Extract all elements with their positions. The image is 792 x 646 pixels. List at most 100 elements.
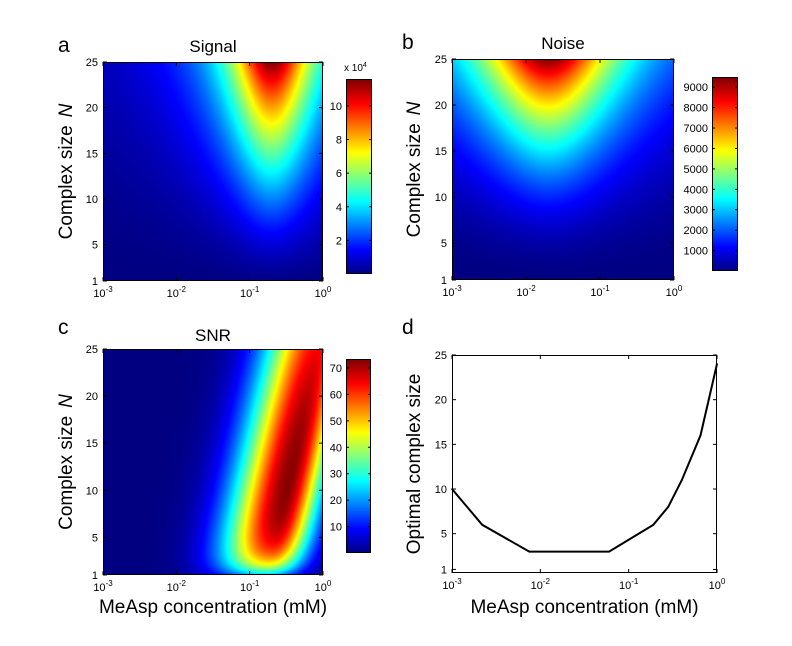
panel-title: SNR [195,326,231,345]
y-tick-label: 25 [86,344,98,356]
colorbar-tick-label: 7000 [684,123,708,135]
y-tick-label: 10 [435,484,447,496]
x-axis-label: MeAsp concentration (mM) [470,597,698,618]
y-tick-label: 5 [92,532,98,544]
tick-base: 10 [442,580,454,592]
y-tick-label: 10 [435,192,447,204]
y-tick-label: 25 [86,57,98,69]
y-tick-label: 10 [86,194,98,206]
tick-base: 10 [516,287,528,299]
tick-exponent: -3 [455,577,463,586]
y-tick-label: 15 [435,146,447,158]
colorbar-frame [346,359,371,553]
tick-exponent: 0 [327,579,332,588]
colorbar-tick-label: 70 [330,363,342,375]
colorbar-tick-label: 30 [330,469,342,481]
colorbar [712,77,738,271]
colorbar-tick-label: 10 [330,522,342,534]
y-tick-label: 20 [86,391,98,403]
tick-exponent: -2 [179,285,187,294]
colorbar-tick-label: 8000 [684,103,708,115]
tick-base: 10 [619,580,631,592]
y-axis-variable: N [56,103,77,117]
data-point [652,523,655,526]
axes-frame [103,349,323,575]
data-point [608,550,610,553]
tick-label: 10-3 [93,285,113,300]
y-axis-variable: N [404,101,425,115]
y-axis-label: Optimal complex size [404,374,425,555]
tick-label: 10-1 [240,579,260,594]
tick-exponent: -1 [252,579,260,588]
y-tick-label: 15 [435,439,447,451]
tick-exponent: -2 [543,577,551,586]
tick-label: 10-1 [590,284,610,299]
colorbar-tick-label: 20 [330,495,342,507]
tick-label: 10-2 [516,284,536,299]
tick-label: 10-2 [531,577,551,592]
colorbar-tick-label: 10 [330,101,342,113]
tick-base: 10 [315,288,327,300]
colorbar-frame [346,79,372,274]
y-tick-label: 10 [86,485,98,497]
tick-label: 10-3 [442,577,462,592]
colorbar-tick-label: 6000 [684,143,708,155]
tick-exponent: -2 [179,579,187,588]
panel-letter: c [58,316,69,339]
panel-b: b Noise 1000 2000 3000 4000 5000 6000 7000 8000 90… [402,31,738,299]
axes-frame [103,62,323,281]
x-axis-label: MeAsp concentration (mM) [99,597,327,618]
colorbar-tick-label: 60 [330,389,342,401]
data-point [481,523,484,526]
y-tick-label: 20 [86,103,98,115]
colorbar-tick-label: 6 [336,168,342,180]
tick-exponent: 0 [721,577,726,586]
y-tick-label: 15 [86,148,98,160]
y-tick-label: 20 [435,100,447,112]
tick-base: 10 [709,580,721,592]
tick-exponent: -3 [455,284,463,293]
y-tick-label: 5 [441,529,447,541]
y-axis-label: Complex sizeN [404,101,425,237]
colorbar-tick-label: 50 [330,416,342,428]
data-point [667,506,669,508]
tick-exponent: 0 [678,284,683,293]
tick-base: 10 [240,582,252,594]
colorbar-tick-label: 5000 [684,164,708,176]
tick-exponent: 0 [327,285,332,294]
colorbar-tick-label: 40 [330,442,342,454]
colorbar-multiplier: x 104 [344,62,367,74]
tick-base: 10 [590,287,602,299]
colorbar-tick-label: 9000 [684,82,708,94]
panel-title: Noise [541,34,584,53]
tick-base: 10 [442,287,454,299]
heatmap-signal [103,62,323,281]
y-axis-label: Complex sizeN [56,394,77,530]
y-tick-label: 1 [92,570,98,582]
panel-letter: d [402,316,414,339]
tick-label: 100 [315,285,332,300]
data-point [528,550,531,553]
y-tick-label: 1 [441,564,447,576]
tick-label: 10-3 [93,579,113,594]
colorbar-tick-label: 3000 [684,205,708,217]
tick-label: 10-3 [442,284,462,299]
colorbar-tick-label: 4000 [684,184,708,196]
colorbar-tick-label: 2 [336,235,342,247]
plot-area [452,355,717,573]
y-tick-label: 1 [92,276,98,288]
tick-base: 10 [167,582,179,594]
tick-label: 100 [666,284,683,299]
axes-frame [452,355,717,573]
tick-base: 10 [531,580,543,592]
y-tick-label: 5 [92,240,98,252]
colorbar [346,79,372,274]
axes-frame [452,59,674,280]
y-tick-label: 5 [441,238,447,250]
tick-exponent: -1 [252,285,260,294]
tick-label: 10-2 [167,579,187,594]
tick-exponent: -1 [631,577,639,586]
